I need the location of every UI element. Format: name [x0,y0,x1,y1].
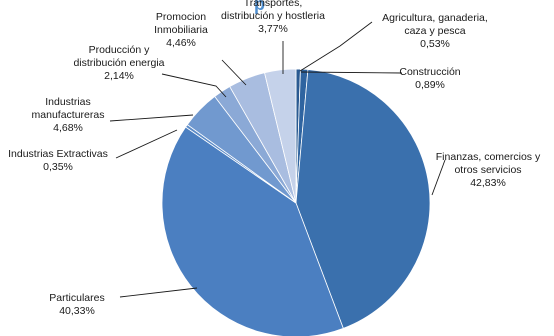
slice-value-label: 0,35% [43,161,73,173]
slice-category-label: Inmobiliaria [154,24,208,36]
slice-label: Industrias manufactureras 4,68% [32,96,105,134]
slice-label: Construcción 0,89% [399,66,460,91]
slice-category-label: Agricultura, ganaderia, [382,12,488,24]
slice-label: Agricultura, ganaderia, caza y pesca 0,53% [382,12,488,50]
slice-category-label: caza y pesca [404,25,465,37]
slice-labels: Agricultura, ganaderia, caza y pesca 0,53%… [8,0,541,317]
slice-category-label: Particulares [49,292,104,304]
slice-category-label: distribución energia [73,57,164,69]
leader-line [109,114,194,122]
slice-label: Transportes, distribución y hostleria 3,77… [221,0,325,35]
pie-slice [264,68,297,204]
slice-category-label: Transportes, [244,0,303,9]
leader-line [119,287,198,298]
pie-slice [161,126,344,336]
leader-line [221,59,247,86]
slice-category-label: Promocion [156,11,206,23]
slice-label: Promocion Inmobiliaria 4,46% [154,11,208,49]
leader-line [431,159,446,196]
leader-lines [109,21,446,298]
slice-value-label: 4,46% [166,37,196,49]
slice-value-label: 42,83% [470,177,506,189]
slice-value-label: 2,14% [104,70,134,82]
slice-category-label: otros servicios [454,164,521,176]
slice-value-label: 0,53% [420,38,450,50]
slice-value-label: 3,77% [258,23,288,35]
slice-category-label: Finanzas, comercios y [436,151,541,163]
leader-line [115,129,178,159]
slice-category-label: Industrias [45,96,91,108]
slice-label: Finanzas, comercios y otros servicios 42,8… [436,151,541,189]
pie-slices [161,68,431,336]
chart-title-fragment: p [254,0,265,14]
leader-line [300,71,403,74]
slice-value-label: 4,68% [53,122,83,134]
slice-category-label: distribución y hostleria [221,10,325,22]
slice-category-label: Construcción [399,66,460,78]
leader-line [161,73,227,98]
leader-line [299,21,373,72]
slice-value-label: 0,89% [415,79,445,91]
pie-slice [295,69,431,329]
slice-label: Industrias Extractivas 0,35% [8,148,108,173]
slice-category-label: Producción y [89,44,150,56]
slice-category-label: Industrias Extractivas [8,148,108,160]
slice-value-label: 40,33% [59,305,95,317]
slice-label: Producción y distribución energia 2,14% [73,44,164,82]
slice-category-label: manufactureras [32,109,105,121]
slice-label: Particulares 40,33% [49,292,104,317]
